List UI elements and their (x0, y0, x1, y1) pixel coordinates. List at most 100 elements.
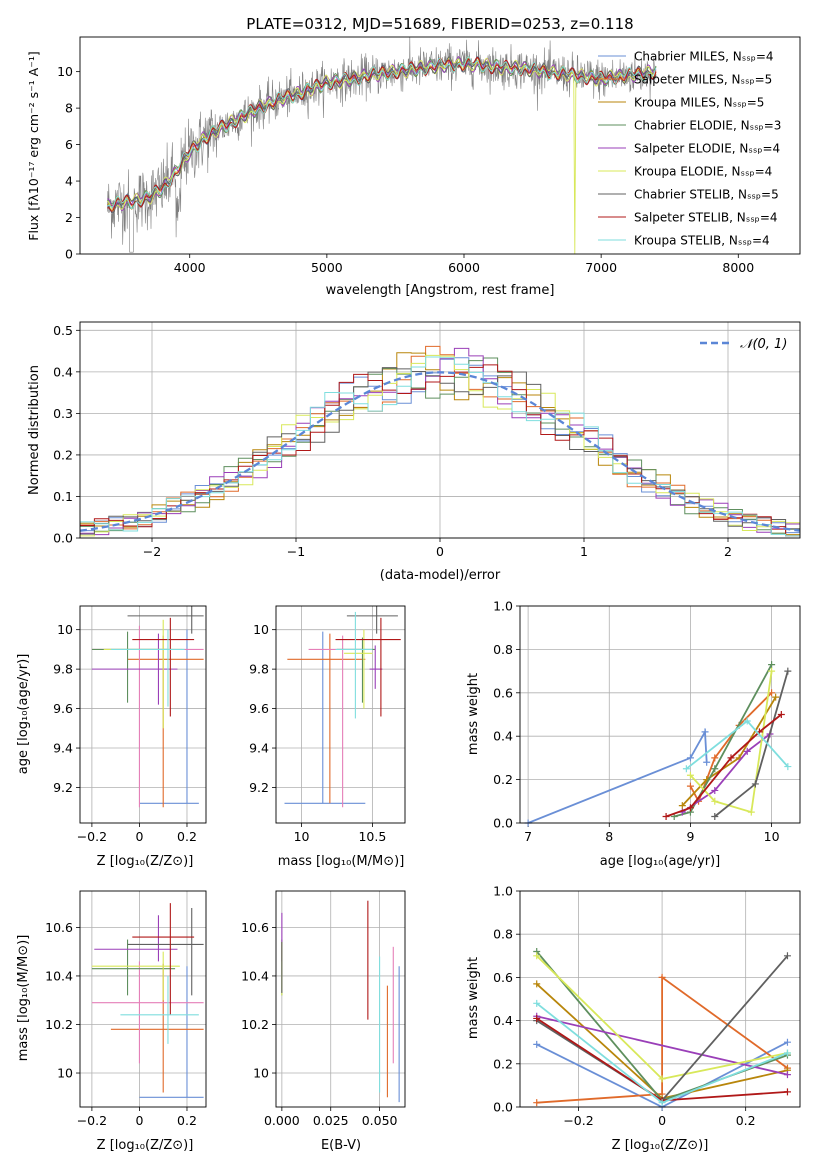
mass-weight-vs-Z-ylabel: mass weight (466, 957, 481, 1039)
y-tick-label: 10.4 (45, 968, 73, 983)
y-tick-label: 0.4 (493, 729, 513, 744)
weight-line-5 (689, 670, 773, 814)
age-vs-mass-plot: 10 10.5 9.2 9.4 9.6 9.8 10 (249, 605, 406, 844)
age-vs-Z-xlabel: Z [log₁₀(Z/Z⊙)] (97, 854, 194, 869)
y-tick-label: 4 (65, 174, 73, 189)
y-tick-label: 10 (253, 1066, 269, 1081)
observed-spectrum (107, 37, 657, 253)
x-tick-label: 0.2 (736, 1113, 756, 1128)
y-tick-label: 0.5 (53, 323, 73, 338)
axes-frame (79, 605, 207, 824)
y-tick-label: 0.2 (53, 447, 73, 462)
x-tick-label: 0 (436, 544, 444, 559)
y-tick-label: 9.8 (249, 662, 269, 677)
legend-label: Kroupa STELIB, Nₛₛₚ=4 (634, 234, 770, 248)
residual-histogram-3 (80, 357, 800, 534)
mass-weight-vs-age-xlabel: age [log₁₀(age/yr)] (600, 854, 721, 869)
y-tick-label: 10 (253, 622, 269, 637)
y-tick-label: 9.6 (53, 701, 73, 716)
weight-marker-3 (711, 765, 719, 773)
weight-marker-2 (772, 693, 780, 701)
y-tick-label: 10.6 (241, 920, 269, 935)
weight-marker-5 (768, 667, 776, 675)
y-tick-label: 0.8 (493, 927, 513, 942)
y-tick-label: 0.4 (53, 364, 73, 379)
age-vs-mass-xlabel: mass [log₁₀(M/M⊙)] (278, 854, 405, 869)
legend-label: Salpeter STELIB, Nₛₛₚ=4 (634, 211, 778, 225)
y-tick-label: 0.1 (53, 489, 73, 504)
x-tick-label: 0 (135, 1113, 143, 1128)
y-tick-label: 10 (57, 1066, 73, 1081)
x-tick-label: 10 (294, 829, 310, 844)
weight-marker-4 (711, 786, 719, 794)
x-tick-label: 9 (686, 829, 694, 844)
weight-marker-1 (711, 754, 719, 762)
y-tick-label: 9.2 (249, 780, 269, 795)
spectrum-plot: 4000 5000 6000 7000 8000 0 2 4 6 8 10 (57, 36, 801, 275)
weight-marker-2 (533, 980, 541, 988)
y-tick-label: 1.0 (493, 599, 513, 614)
axes-frame (519, 890, 801, 1108)
residuals-xlabel: (data-model)/error (380, 568, 501, 583)
mass-vs-EBV-xlabel: E(B-V) (321, 1138, 361, 1153)
axes-frame (519, 605, 801, 824)
legend-label: Salpeter ELODIE, Nₛₛₚ=4 (634, 142, 780, 156)
mass-vs-Z-ylabel: mass [log₁₀(M/M⊙)] (16, 935, 31, 1062)
legend-label: Kroupa MILES, Nₛₛₚ=5 (634, 96, 764, 110)
x-tick-label: 6000 (448, 260, 480, 275)
y-tick-label: 0.2 (493, 1056, 513, 1071)
residuals-legend: 𝒩(0, 1) (700, 337, 787, 352)
spectrum-legend: Chabrier MILES, Nₛₛₚ=4 Salpeter MILES, Nₛ… (598, 50, 781, 248)
weight-marker-6 (751, 780, 759, 788)
weight-marker-6 (784, 667, 792, 675)
x-tick-label: −2 (143, 544, 161, 559)
weight-marker-3 (768, 661, 776, 669)
spectrum-ylabel: Flux [fλ10⁻¹⁷ erg cm⁻² s⁻¹ A⁻¹] (26, 51, 41, 240)
x-tick-label: 10.5 (358, 829, 386, 844)
weight-line-4 (536, 1015, 788, 1076)
y-tick-label: 0.3 (53, 406, 73, 421)
axes-frame (79, 890, 207, 1108)
spectrum-panel: PLATE=0312, MJD=51689, FIBERID=0253, z=0… (26, 15, 801, 298)
weight-line-1 (536, 975, 789, 1104)
x-tick-label: −0.2 (77, 829, 107, 844)
weight-marker-8 (658, 1099, 666, 1107)
legend-label: Chabrier STELIB, Nₛₛₚ=5 (634, 188, 779, 202)
residuals-ylabel: Normed distribution (27, 365, 42, 495)
y-tick-label: 1.0 (493, 884, 513, 899)
x-tick-label: 0.2 (177, 1113, 197, 1128)
weight-line-2 (681, 696, 777, 807)
weight-line-8 (685, 719, 789, 770)
weight-marker-5 (686, 771, 694, 779)
x-tick-label: 0.050 (362, 1113, 398, 1128)
x-tick-label: 1 (580, 544, 588, 559)
mass-vs-Z-plot: −0.2 0 0.2 10 10.2 10.4 10.6 (45, 890, 207, 1128)
weight-line-0 (527, 728, 708, 823)
y-tick-label: 9.4 (249, 741, 269, 756)
normal-curve (80, 371, 800, 532)
y-tick-label: 9.2 (53, 780, 73, 795)
spectrum-xlabel: wavelength [Angstrom, rest frame] (326, 283, 555, 298)
x-tick-label: 7 (524, 829, 532, 844)
weight-marker-8 (533, 999, 541, 1007)
mass-weight-vs-age-ylabel: mass weight (466, 673, 481, 755)
axes-frame (79, 321, 801, 539)
y-tick-label: 0.0 (493, 816, 513, 831)
y-tick-label: 0.0 (493, 1100, 513, 1115)
weight-marker-5 (533, 952, 541, 960)
model-spectrum-5 (107, 56, 657, 254)
weight-marker-4 (743, 747, 751, 755)
age-vs-Z-plot: −0.2 0 0.2 9.2 9.4 9.6 9.8 10 (53, 605, 207, 844)
weight-marker-5 (747, 808, 755, 816)
y-tick-label: 10.2 (45, 1017, 73, 1032)
x-tick-label: −0.2 (77, 1113, 107, 1128)
y-tick-label: 0.2 (493, 772, 513, 787)
weight-marker-8 (783, 1049, 791, 1057)
normal-legend-label: 𝒩(0, 1) (740, 337, 787, 352)
weight-marker-8 (743, 717, 751, 725)
x-tick-label: 5000 (311, 260, 343, 275)
y-tick-label: 10 (57, 622, 73, 637)
legend-label: Kroupa ELODIE, Nₛₛₚ=4 (634, 165, 772, 179)
x-tick-label: 8000 (722, 260, 754, 275)
